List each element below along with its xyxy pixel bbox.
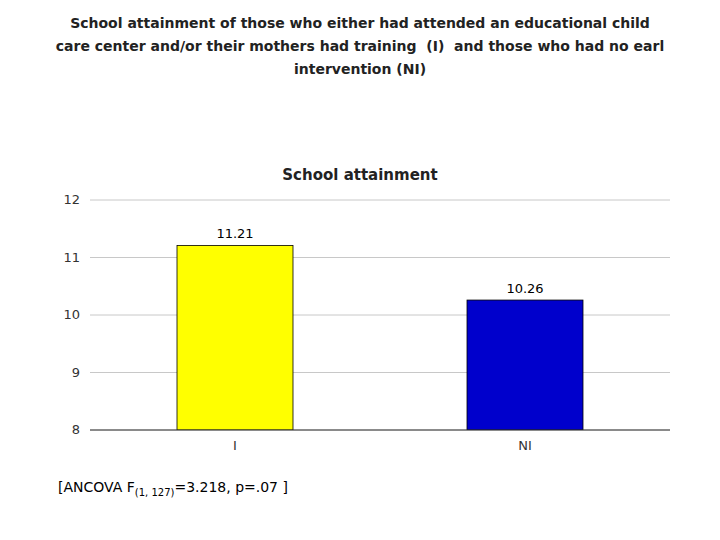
bars: [177, 245, 583, 430]
grid: [90, 200, 670, 430]
y-tick-label: 12: [63, 192, 80, 207]
grid-line: [90, 430, 670, 431]
y-tick-label: 8: [72, 422, 80, 437]
x-tick-label: NI: [518, 438, 532, 453]
bar: [467, 300, 583, 430]
x-axis: [90, 430, 670, 431]
annotation-part: [ANCOVA F: [58, 479, 135, 495]
title: intervention (NI): [294, 61, 426, 77]
annotation-part: =3.218, p=.07 ]: [174, 479, 288, 495]
y-tick-label: 9: [72, 365, 80, 380]
background: [0, 0, 720, 540]
annotation: [ANCOVA F(1, 127)=3.218, p=.07 ]: [58, 479, 288, 498]
labels: 11.21 10.26: [216, 226, 543, 296]
grid-line: [90, 200, 670, 201]
title: School attainment of those who either ha…: [70, 15, 650, 31]
title: care center and/or their mothers had tra…: [56, 38, 664, 54]
y-tick-label: 10: [63, 307, 80, 322]
x-tick-label: I: [233, 438, 237, 453]
bar: [177, 245, 293, 430]
data-label: 11.21: [216, 226, 253, 241]
chart-title: School attainment: [282, 166, 437, 184]
y-tick-label: 11: [63, 250, 80, 265]
data-label: 10.26: [506, 281, 543, 296]
chart: School attainment of those who either ha…: [0, 0, 720, 540]
annotation-part: (1, 127): [135, 487, 175, 498]
